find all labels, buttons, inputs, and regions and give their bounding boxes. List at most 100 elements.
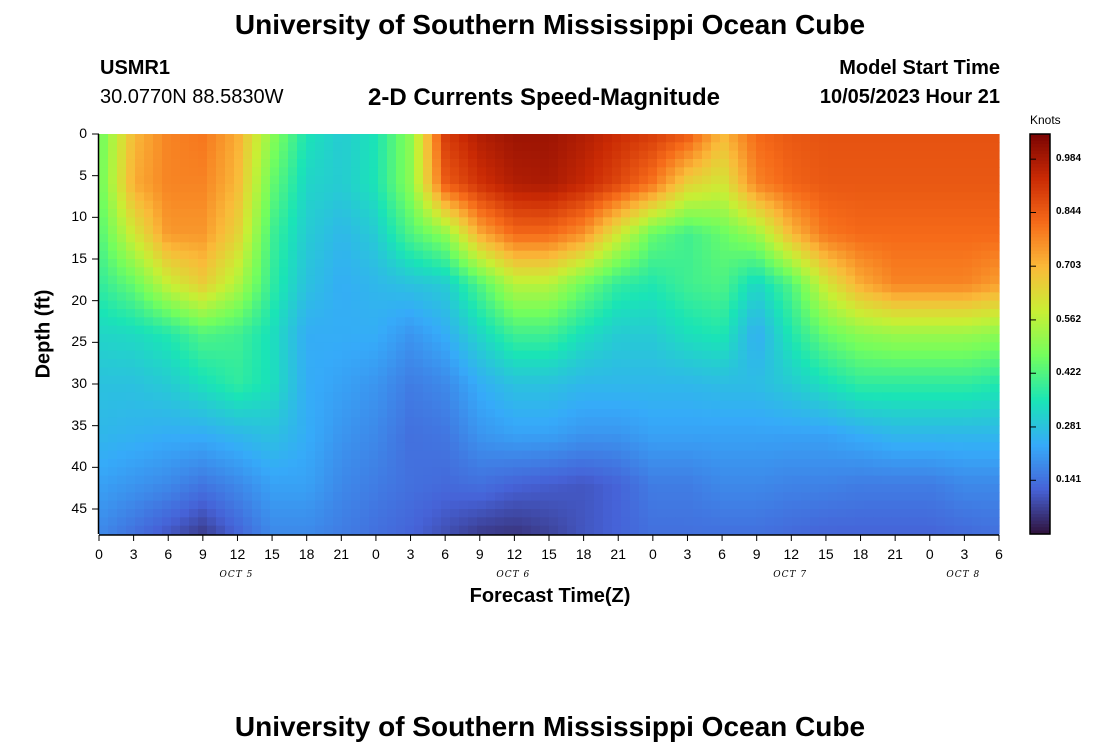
heatmap-cell: [180, 367, 190, 377]
heatmap-cell: [567, 234, 577, 243]
heatmap-cell: [270, 517, 280, 527]
heatmap-cell: [216, 450, 226, 460]
heatmap-cell: [558, 284, 568, 293]
heatmap-cell: [126, 434, 136, 443]
heatmap-cell: [567, 167, 577, 177]
heatmap-cell: [783, 525, 793, 535]
heatmap-cell: [621, 259, 631, 268]
heatmap-cell: [576, 192, 586, 202]
heatmap-cell: [882, 434, 892, 443]
heatmap-cell: [765, 325, 775, 335]
heatmap-cell: [486, 409, 496, 418]
colorbar-segment: [1030, 397, 1050, 402]
heatmap-cell: [630, 517, 640, 527]
heatmap-cell: [702, 225, 712, 235]
heatmap-cell: [675, 492, 685, 502]
heatmap-cell: [135, 367, 145, 377]
heatmap-cell: [468, 334, 478, 343]
heatmap-cell: [909, 217, 919, 227]
heatmap-cell: [819, 192, 829, 202]
heatmap-cell: [558, 459, 568, 468]
heatmap-cell: [720, 300, 730, 310]
heatmap-cell: [855, 234, 865, 243]
x-tick-label: 15: [264, 546, 280, 562]
heatmap-cell: [630, 425, 640, 435]
heatmap-cell: [279, 317, 289, 327]
heatmap-cell: [657, 267, 667, 277]
heatmap-cell: [720, 450, 730, 460]
heatmap-cell: [504, 450, 514, 460]
heatmap-cell: [855, 309, 865, 318]
heatmap-cell: [306, 284, 316, 293]
heatmap-cell: [540, 525, 550, 535]
colorbar-segment: [1030, 174, 1050, 178]
heatmap-cell: [819, 175, 829, 185]
heatmap-cell: [801, 417, 811, 427]
heatmap-cell: [765, 300, 775, 310]
heatmap-cell: [99, 325, 109, 335]
heatmap-cell: [918, 209, 928, 218]
heatmap-cell: [585, 350, 595, 360]
colorbar-segment: [1030, 330, 1050, 335]
heatmap-cell: [306, 209, 316, 218]
heatmap-cell: [288, 459, 298, 468]
heatmap-cell: [585, 250, 595, 260]
heatmap-cell: [513, 434, 523, 443]
heatmap-cell: [567, 200, 577, 210]
heatmap-cell: [504, 275, 514, 285]
heatmap-cell: [252, 200, 262, 210]
heatmap-cell: [540, 284, 550, 293]
heatmap-cell: [684, 367, 694, 377]
heatmap-cell: [486, 400, 496, 410]
heatmap-cell: [819, 367, 829, 377]
heatmap-cell: [504, 400, 514, 410]
heatmap-cell: [630, 192, 640, 202]
heatmap-cell: [603, 209, 613, 218]
heatmap-cell: [288, 284, 298, 293]
heatmap-cell: [477, 192, 487, 202]
heatmap-cell: [297, 334, 307, 343]
heatmap-cell: [909, 450, 919, 460]
heatmap-cell: [279, 142, 289, 152]
heatmap-cell: [675, 192, 685, 202]
heatmap-cell: [648, 200, 658, 210]
heatmap-cell: [126, 284, 136, 293]
heatmap-cell: [189, 375, 199, 385]
heatmap-cell: [297, 217, 307, 227]
heatmap-cell: [936, 442, 946, 452]
heatmap-cell: [963, 209, 973, 218]
heatmap-cell: [288, 525, 298, 535]
heatmap-cell: [540, 400, 550, 410]
heatmap-cell: [162, 292, 172, 302]
heatmap-cell: [225, 517, 235, 527]
heatmap-cell: [405, 400, 415, 410]
heatmap-cell: [234, 259, 244, 268]
heatmap-cell: [225, 284, 235, 293]
heatmap-cell: [189, 325, 199, 335]
heatmap-cell: [603, 142, 613, 152]
heatmap-cell: [945, 359, 955, 368]
heatmap-cell: [963, 517, 973, 527]
heatmap-cell: [639, 209, 649, 218]
heatmap-cell: [162, 259, 172, 268]
heatmap-cell: [954, 200, 964, 210]
heatmap-cell: [153, 242, 163, 252]
heatmap-cell: [954, 217, 964, 227]
heatmap-cell: [207, 150, 217, 160]
heatmap-cell: [567, 142, 577, 152]
heatmap-cell: [990, 292, 1000, 302]
heatmap-cell: [252, 409, 262, 418]
heatmap-cell: [432, 375, 442, 385]
heatmap-cell: [648, 184, 658, 193]
heatmap-cell: [333, 484, 343, 493]
heatmap-cell: [810, 392, 820, 402]
heatmap-cell: [918, 225, 928, 235]
heatmap-cell: [846, 300, 856, 310]
heatmap-cell: [378, 217, 388, 227]
heatmap-cell: [702, 467, 712, 477]
heatmap-cell: [837, 292, 847, 302]
heatmap-cell: [810, 267, 820, 277]
heatmap-cell: [666, 259, 676, 268]
heatmap-cell: [549, 459, 559, 468]
heatmap-cell: [99, 184, 109, 193]
